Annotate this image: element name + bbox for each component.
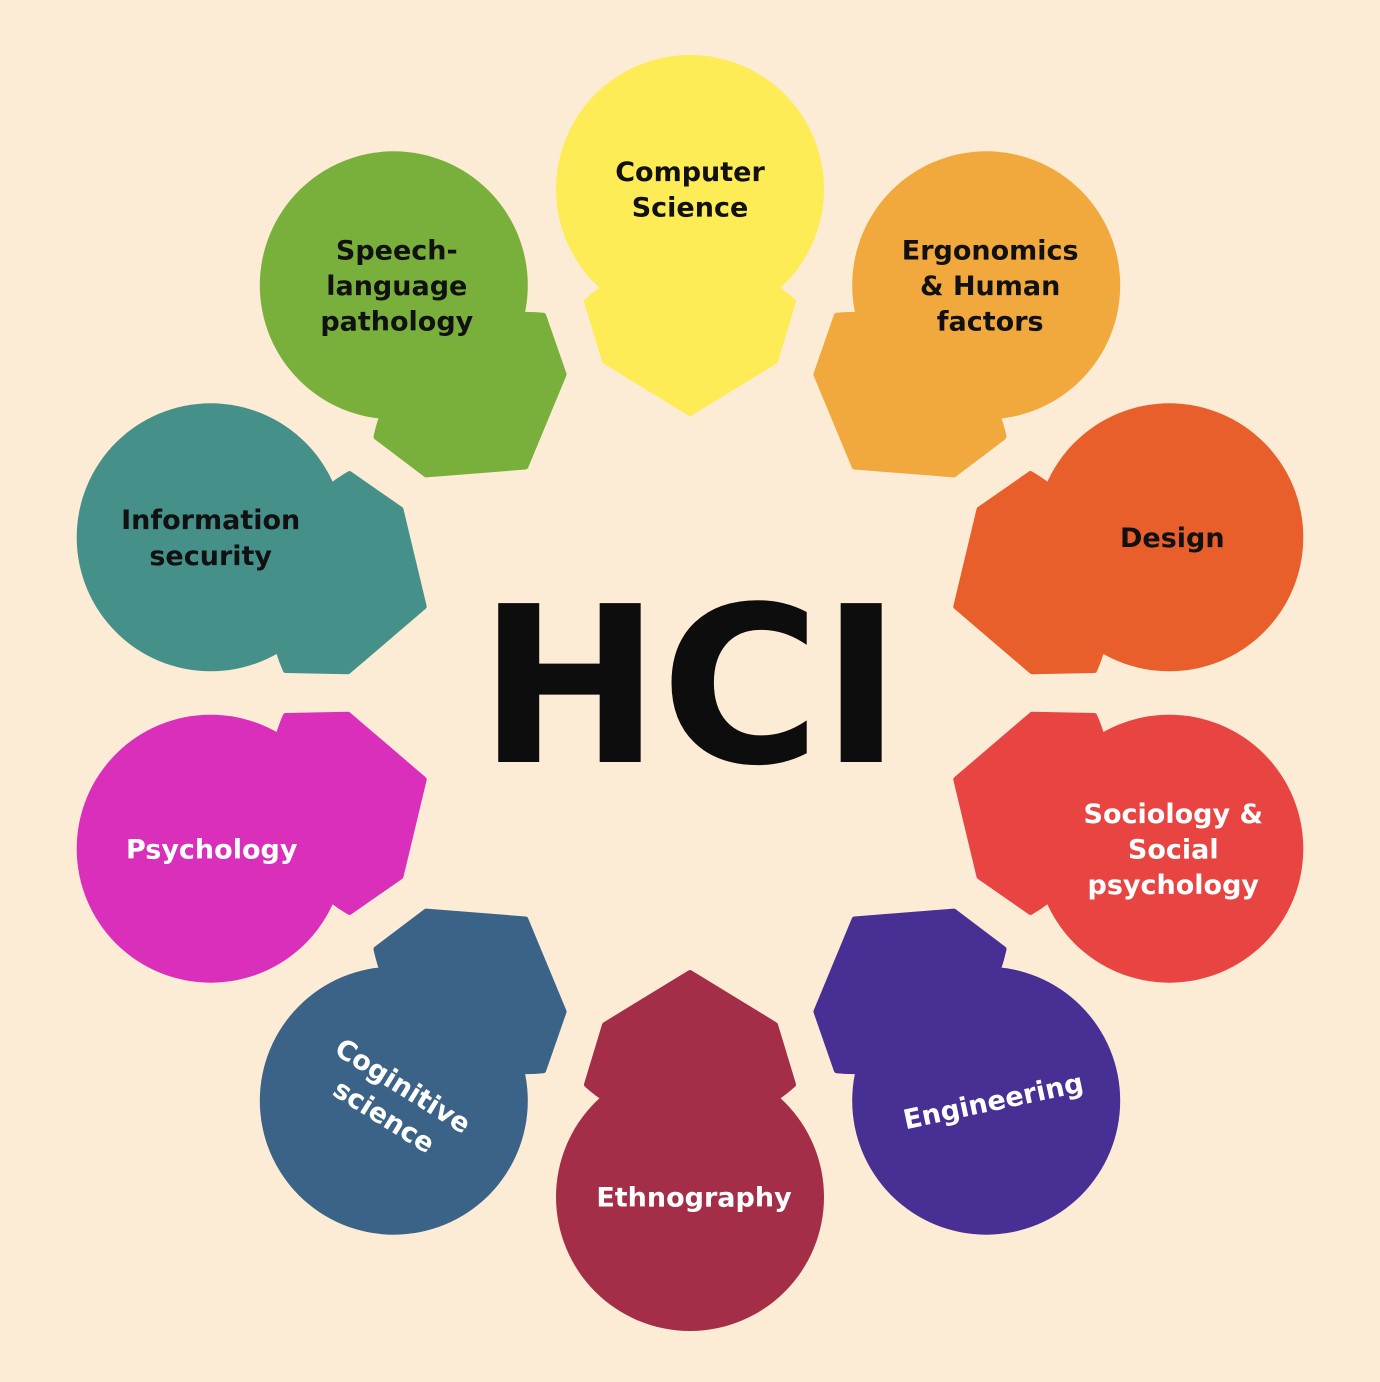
ethnography-circle: [556, 1063, 824, 1331]
ethnography-label: Ethnography: [596, 1183, 792, 1214]
center-title: HCI: [478, 561, 902, 814]
computer-science-label: Computer Science: [615, 157, 765, 224]
ergonomics-label-line: & Human: [920, 271, 1060, 302]
engineering-circle: [852, 966, 1121, 1235]
information-security-label-line: security: [149, 541, 272, 572]
design-node: Design: [1035, 403, 1304, 672]
computer-science-circle: [556, 55, 824, 323]
ethnography-label-line: Ethnography: [596, 1183, 792, 1214]
information-security-circle: [76, 403, 345, 672]
information-security-label-line: Information: [121, 505, 300, 536]
design-label-line: Design: [1120, 523, 1225, 554]
computer-science-node: Computer Science: [556, 55, 824, 323]
information-security-label: Information security: [121, 505, 300, 572]
ergonomics-node: Ergonomics & Human factors: [852, 151, 1121, 420]
psychology-node: Psychology: [76, 714, 345, 983]
computer-science-label-line: Computer: [615, 157, 765, 188]
sociology-label-line: Social: [1128, 835, 1219, 866]
speech-language-label-line: pathology: [320, 307, 473, 338]
ethnography-node: Ethnography: [556, 1063, 824, 1331]
ergonomics-label-line: Ergonomics: [902, 235, 1079, 266]
ergonomics-label-line: factors: [937, 307, 1044, 338]
speech-language-label: Speech-language pathology: [320, 235, 473, 337]
design-circle: [1035, 403, 1304, 672]
sociology-circle: [1035, 714, 1304, 983]
cognitive-science-circle: [259, 966, 528, 1235]
psychology-label-line: Psychology: [126, 835, 298, 866]
psychology-circle: [76, 714, 345, 983]
speech-language-circle: [259, 151, 528, 420]
speech-language-label-line: Speech-: [336, 235, 458, 266]
ergonomics-label: Ergonomics & Human factors: [902, 235, 1079, 337]
sociology-node: Sociology & Social psychology: [1035, 714, 1304, 983]
information-security-node: Information security: [76, 403, 345, 672]
engineering-node: Engineering: [852, 966, 1121, 1235]
sociology-label-line: psychology: [1088, 870, 1260, 901]
speech-language-node: Speech-language pathology: [259, 151, 528, 420]
ergonomics-circle: [852, 151, 1121, 420]
computer-science-label-line: Science: [632, 193, 749, 224]
design-label: Design: [1120, 523, 1225, 554]
cognitive-science-node: Coginitivescience: [259, 966, 528, 1235]
speech-language-label-line: language: [326, 271, 467, 302]
sociology-label-line: Sociology &: [1084, 799, 1263, 830]
sociology-label: Sociology & Social psychology: [1084, 799, 1263, 901]
psychology-label: Psychology: [126, 835, 298, 866]
circle-layer: Computer Science Ergonomics & Human factors D…: [76, 55, 1304, 1331]
